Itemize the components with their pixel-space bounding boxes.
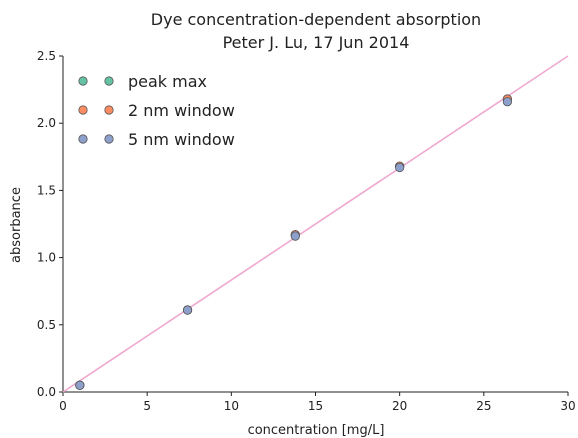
data-point (502, 97, 512, 107)
data-point (290, 231, 300, 241)
y-tick-label: 1.5 (37, 183, 56, 197)
tick-labels: 0 5 10 15 20 25 30 0.0 0.5 1.0 1.5 2.0 2.5 (37, 49, 576, 413)
x-tick-label: 25 (476, 399, 491, 413)
legend-marker (104, 105, 114, 115)
data-point (75, 380, 85, 390)
y-tick-label: 2.5 (37, 49, 56, 63)
x-tick-label: 10 (224, 399, 239, 413)
x-tick-label: 5 (143, 399, 151, 413)
legend-marker (78, 105, 88, 115)
data-point (395, 162, 405, 173)
legend-marker (104, 76, 114, 86)
chart-subtitle: Peter J. Lu, 17 Jun 2014 (223, 33, 410, 52)
y-tick-label: 0.0 (37, 385, 56, 399)
legend-label: 2 nm window (128, 101, 235, 120)
x-tick-label: 15 (308, 399, 323, 413)
data-points (75, 94, 512, 390)
legend-entry: peak max (78, 72, 207, 91)
y-tick-label: 2.0 (37, 116, 56, 130)
legend-marker (78, 134, 88, 144)
y-tick-label: 0.5 (37, 318, 56, 332)
series-5-nm-window (75, 97, 512, 390)
legend-entry: 2 nm window (78, 101, 235, 120)
chart-title: Dye concentration-dependent absorption (151, 10, 481, 29)
linear-fit-line (62, 55, 569, 393)
legend: peak max 2 nm window 5 nm window (78, 72, 235, 149)
y-tick-label: 1.0 (37, 251, 56, 265)
x-tick-label: 0 (59, 399, 67, 413)
x-tick-label: 20 (392, 399, 407, 413)
legend-entry: 5 nm window (78, 130, 235, 149)
legend-label: peak max (128, 72, 207, 91)
x-tick-label: 30 (560, 399, 575, 413)
data-point (182, 305, 193, 315)
legend-marker (104, 134, 114, 144)
x-axis-label: concentration [mg/L] (248, 423, 385, 438)
legend-marker (78, 76, 88, 86)
y-axis-label: absorbance (9, 187, 24, 263)
fit-line-group (62, 55, 569, 393)
legend-label: 5 nm window (128, 130, 235, 149)
